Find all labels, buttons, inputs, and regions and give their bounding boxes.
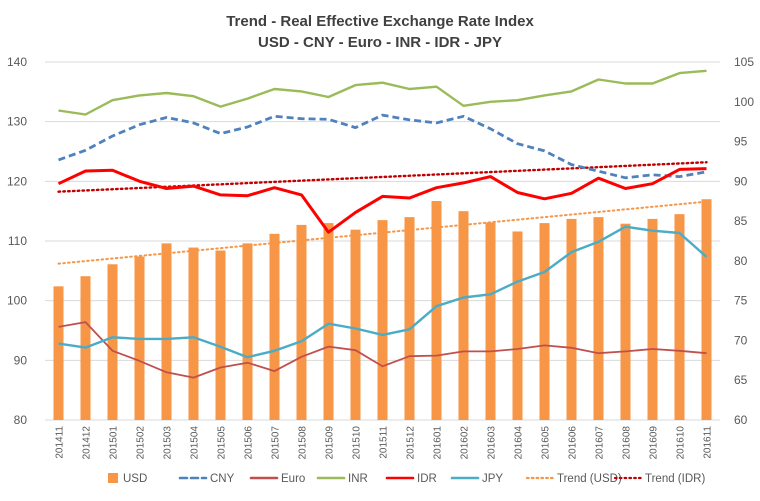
bar-usd xyxy=(323,223,334,420)
bar-usd xyxy=(161,243,172,420)
x-tick-label: 201611 xyxy=(703,426,714,459)
x-tick-label: 201512 xyxy=(406,426,417,460)
bar-usd xyxy=(674,214,685,420)
bar-usd xyxy=(593,217,604,420)
bar-usd xyxy=(485,222,496,420)
bar-usd xyxy=(647,218,658,420)
bar-usd xyxy=(107,264,118,420)
x-tick-label: 201604 xyxy=(514,426,525,460)
x-tick-label: 201601 xyxy=(433,426,444,460)
y-right-tick-label: 100 xyxy=(734,95,754,109)
y-right-tick-label: 85 xyxy=(734,214,748,228)
legend-label-trend-usd: Trend (USD) xyxy=(557,473,622,485)
x-tick-label: 201412 xyxy=(82,426,93,460)
x-tick-label: 201503 xyxy=(163,426,174,460)
bar-usd xyxy=(566,218,577,420)
bar-usd xyxy=(296,224,307,420)
y-right-tick-label: 95 xyxy=(734,135,748,149)
x-tick-label: 201603 xyxy=(487,426,498,460)
series-line-jpy xyxy=(58,225,708,359)
x-tick-label: 201606 xyxy=(568,426,579,460)
bar-usd xyxy=(215,250,226,420)
bar-usd xyxy=(431,201,442,420)
y-right-tick-label: 105 xyxy=(734,55,754,69)
legend-label-jpy: JPY xyxy=(482,473,503,485)
legend-label-trend-idr: Trend (IDR) xyxy=(645,473,705,485)
x-tick-label: 201507 xyxy=(271,426,282,460)
y-left-tick-label: 90 xyxy=(14,353,28,367)
y-right-tick-label: 90 xyxy=(734,174,748,188)
bar-usd xyxy=(458,211,469,420)
x-tick-label: 201502 xyxy=(136,426,147,460)
axis-layer: 80 90 100 110 120 130 140 60 65 70 75 80 85 90 95 100 10… xyxy=(7,55,754,459)
chart-subtitle: USD - CNY - Euro - INR - IDR - JPY xyxy=(258,34,502,51)
x-tick-label: 201602 xyxy=(460,426,471,460)
x-tick-label: 201505 xyxy=(217,426,228,460)
x-tick-label: 201506 xyxy=(244,426,255,460)
y-left-tick-label: 140 xyxy=(7,55,27,69)
bar-usd xyxy=(53,286,64,420)
legend-label-cny: CNY xyxy=(210,473,235,485)
bar-usd xyxy=(404,217,415,420)
series-line-cny xyxy=(58,113,707,180)
series-line-euro xyxy=(58,321,707,379)
x-tick-label: 201609 xyxy=(649,426,660,460)
x-tick-label: 201508 xyxy=(298,426,309,460)
y-left-tick-label: 130 xyxy=(7,115,27,129)
trendline-trend-usd xyxy=(57,200,708,265)
y-right-tick-label: 65 xyxy=(734,373,748,387)
x-tick-label: 201511 xyxy=(379,426,390,459)
legend-label-usd: USD xyxy=(123,473,147,485)
x-tick-label: 201504 xyxy=(190,426,201,460)
y-left-tick-label: 110 xyxy=(8,234,27,248)
y-left-tick-label: 80 xyxy=(14,413,28,427)
bar-usd xyxy=(350,229,361,420)
y-right-tick-label: 70 xyxy=(734,333,748,347)
series-line-idr xyxy=(57,167,707,234)
y-right-tick-label: 75 xyxy=(734,294,748,308)
x-tick-label: 201607 xyxy=(595,426,606,460)
bar-usd xyxy=(377,220,388,420)
y-right-tick-label: 60 xyxy=(734,413,748,427)
x-tick-label: 201605 xyxy=(541,426,552,460)
trendline-trend-idr xyxy=(57,161,708,193)
series-line-inr xyxy=(58,69,707,116)
y-right-tick-label: 80 xyxy=(734,254,748,268)
x-tick-label: 201608 xyxy=(622,426,633,460)
legend-label-inr: INR xyxy=(348,473,368,485)
x-tick-label: 201510 xyxy=(352,426,363,460)
x-tick-label: 201509 xyxy=(325,426,336,460)
legend-label-euro: Euro xyxy=(281,473,305,485)
bar-usd xyxy=(701,199,712,420)
legend-label-idr: IDR xyxy=(417,473,437,485)
bar-usd xyxy=(242,243,253,420)
x-tick-label: 201610 xyxy=(676,426,687,460)
x-tick-label: 201501 xyxy=(109,426,120,460)
legend: USD CNY Euro INR IDR JPY Trend (USD) Trend (IDR… xyxy=(108,473,705,485)
y-left-tick-label: 120 xyxy=(7,174,27,188)
bar-usd xyxy=(269,233,280,420)
bar-usd xyxy=(539,223,550,420)
chart-title: Trend - Real Effective Exchange Rate Ind… xyxy=(226,13,534,30)
bar-usd xyxy=(512,231,523,420)
y-left-tick-label: 100 xyxy=(7,294,27,308)
legend-swatch-usd xyxy=(108,473,118,483)
line-layer xyxy=(57,69,708,379)
bar-usd xyxy=(620,223,631,420)
x-tick-label: 201411 xyxy=(55,426,66,459)
bar-usd xyxy=(188,247,199,420)
